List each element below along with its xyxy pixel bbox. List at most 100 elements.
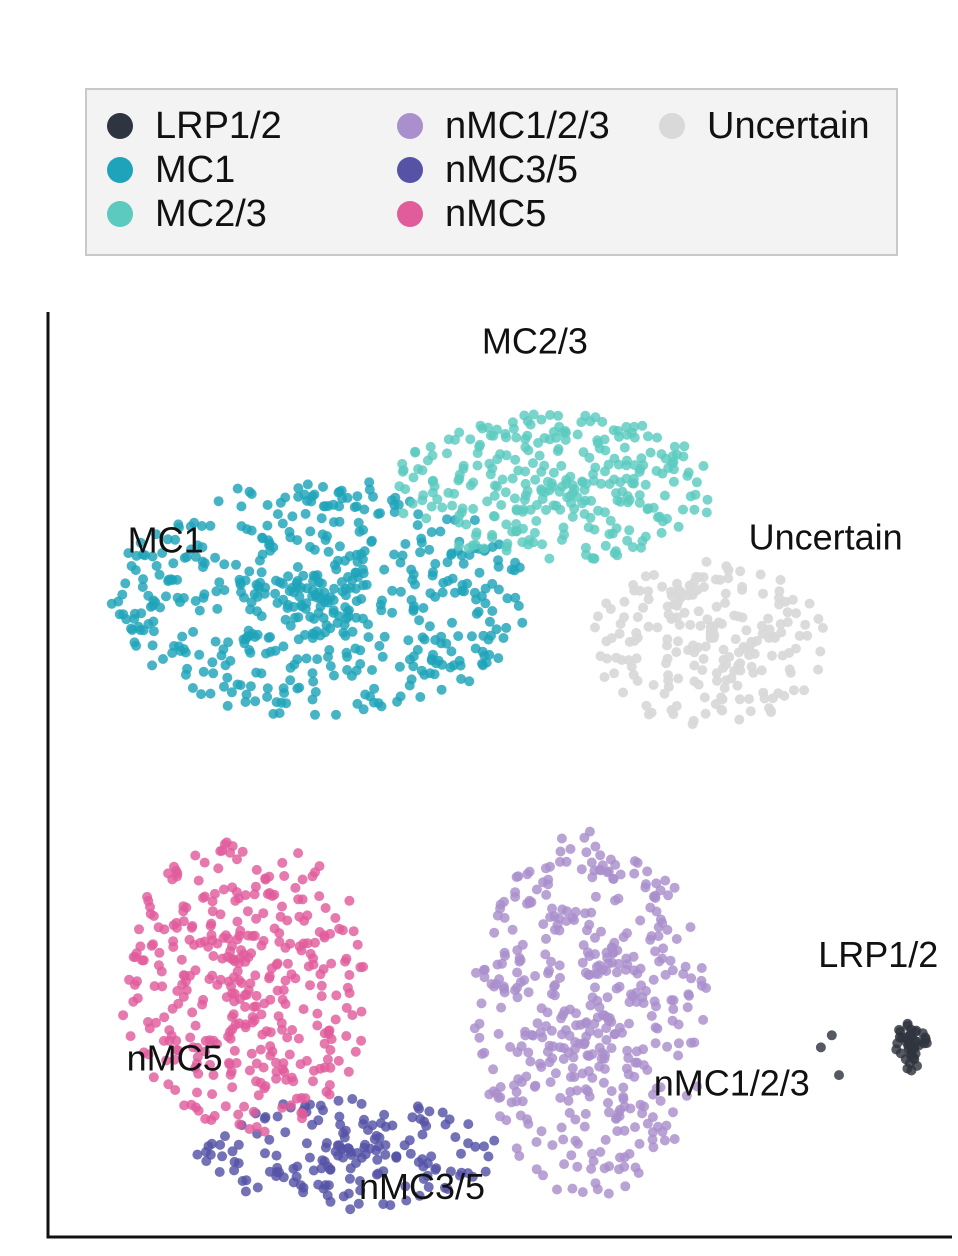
point	[314, 891, 325, 902]
point	[693, 679, 704, 690]
point	[307, 633, 318, 644]
point	[468, 503, 479, 514]
point	[641, 700, 652, 711]
point	[465, 434, 476, 445]
point	[430, 591, 441, 602]
point	[498, 633, 509, 643]
point	[526, 1030, 537, 1040]
legend-item-uncertain: Uncertain	[659, 104, 870, 148]
point	[756, 665, 767, 676]
point	[244, 566, 255, 577]
point	[554, 960, 565, 971]
point	[570, 1135, 581, 1146]
point	[698, 1014, 709, 1025]
point	[277, 1102, 288, 1113]
point	[430, 1164, 441, 1175]
point	[235, 994, 245, 1005]
point	[187, 921, 198, 931]
point	[355, 1185, 366, 1196]
point	[656, 449, 667, 460]
point	[611, 967, 622, 978]
point	[565, 471, 576, 482]
point	[500, 428, 511, 439]
point	[363, 1125, 373, 1135]
point	[671, 647, 682, 658]
point	[368, 491, 378, 502]
point	[304, 1152, 315, 1163]
point	[507, 417, 518, 428]
point	[222, 672, 233, 683]
point	[233, 1109, 244, 1120]
point	[188, 1042, 198, 1053]
point	[779, 690, 790, 701]
point	[163, 576, 174, 587]
point	[732, 680, 743, 691]
point	[669, 1134, 680, 1144]
point	[695, 620, 706, 631]
point	[544, 1057, 555, 1068]
point	[698, 653, 709, 664]
point	[305, 980, 315, 991]
point	[471, 967, 481, 978]
point	[344, 1173, 355, 1184]
point	[171, 922, 182, 933]
point	[322, 531, 332, 542]
point	[546, 956, 556, 967]
point	[636, 980, 647, 991]
point	[614, 628, 625, 639]
point	[173, 998, 184, 1009]
legend-item-nmc123: nMC1/2/3	[397, 104, 610, 148]
point	[522, 430, 533, 441]
point	[611, 488, 621, 499]
point	[554, 421, 565, 432]
point	[291, 1171, 302, 1182]
point	[295, 1059, 306, 1070]
point	[489, 511, 500, 522]
point	[147, 551, 158, 562]
point	[271, 1150, 282, 1161]
point	[265, 646, 276, 657]
point	[559, 529, 570, 540]
cluster-label-nmc3-5: nMC3/5	[359, 1166, 485, 1207]
point	[440, 1119, 451, 1130]
point	[511, 1096, 522, 1107]
point	[154, 947, 165, 958]
point	[651, 466, 662, 476]
point	[326, 958, 337, 969]
point	[687, 719, 698, 730]
point	[415, 692, 426, 702]
point	[316, 513, 327, 524]
point	[350, 1046, 361, 1057]
point	[523, 445, 534, 456]
point	[358, 704, 369, 715]
point	[580, 1108, 591, 1119]
point	[341, 953, 352, 964]
point	[671, 701, 682, 711]
point	[673, 636, 683, 647]
point	[148, 911, 159, 921]
point	[621, 953, 632, 964]
point	[450, 434, 460, 445]
point	[232, 483, 243, 494]
point	[552, 1184, 562, 1195]
point	[342, 982, 353, 993]
point	[424, 621, 435, 632]
point	[194, 649, 205, 660]
point	[241, 689, 252, 700]
point	[569, 484, 580, 495]
point	[595, 1147, 606, 1157]
point	[203, 941, 214, 952]
point	[698, 461, 709, 471]
point	[272, 1111, 283, 1122]
point	[416, 665, 427, 676]
point	[380, 1149, 391, 1160]
point	[341, 1031, 352, 1041]
point	[338, 1128, 349, 1139]
point	[454, 517, 465, 528]
point	[590, 622, 600, 633]
point	[464, 676, 475, 687]
point	[477, 1049, 488, 1059]
point	[280, 1127, 291, 1138]
point	[125, 1031, 136, 1042]
point	[531, 1137, 542, 1147]
